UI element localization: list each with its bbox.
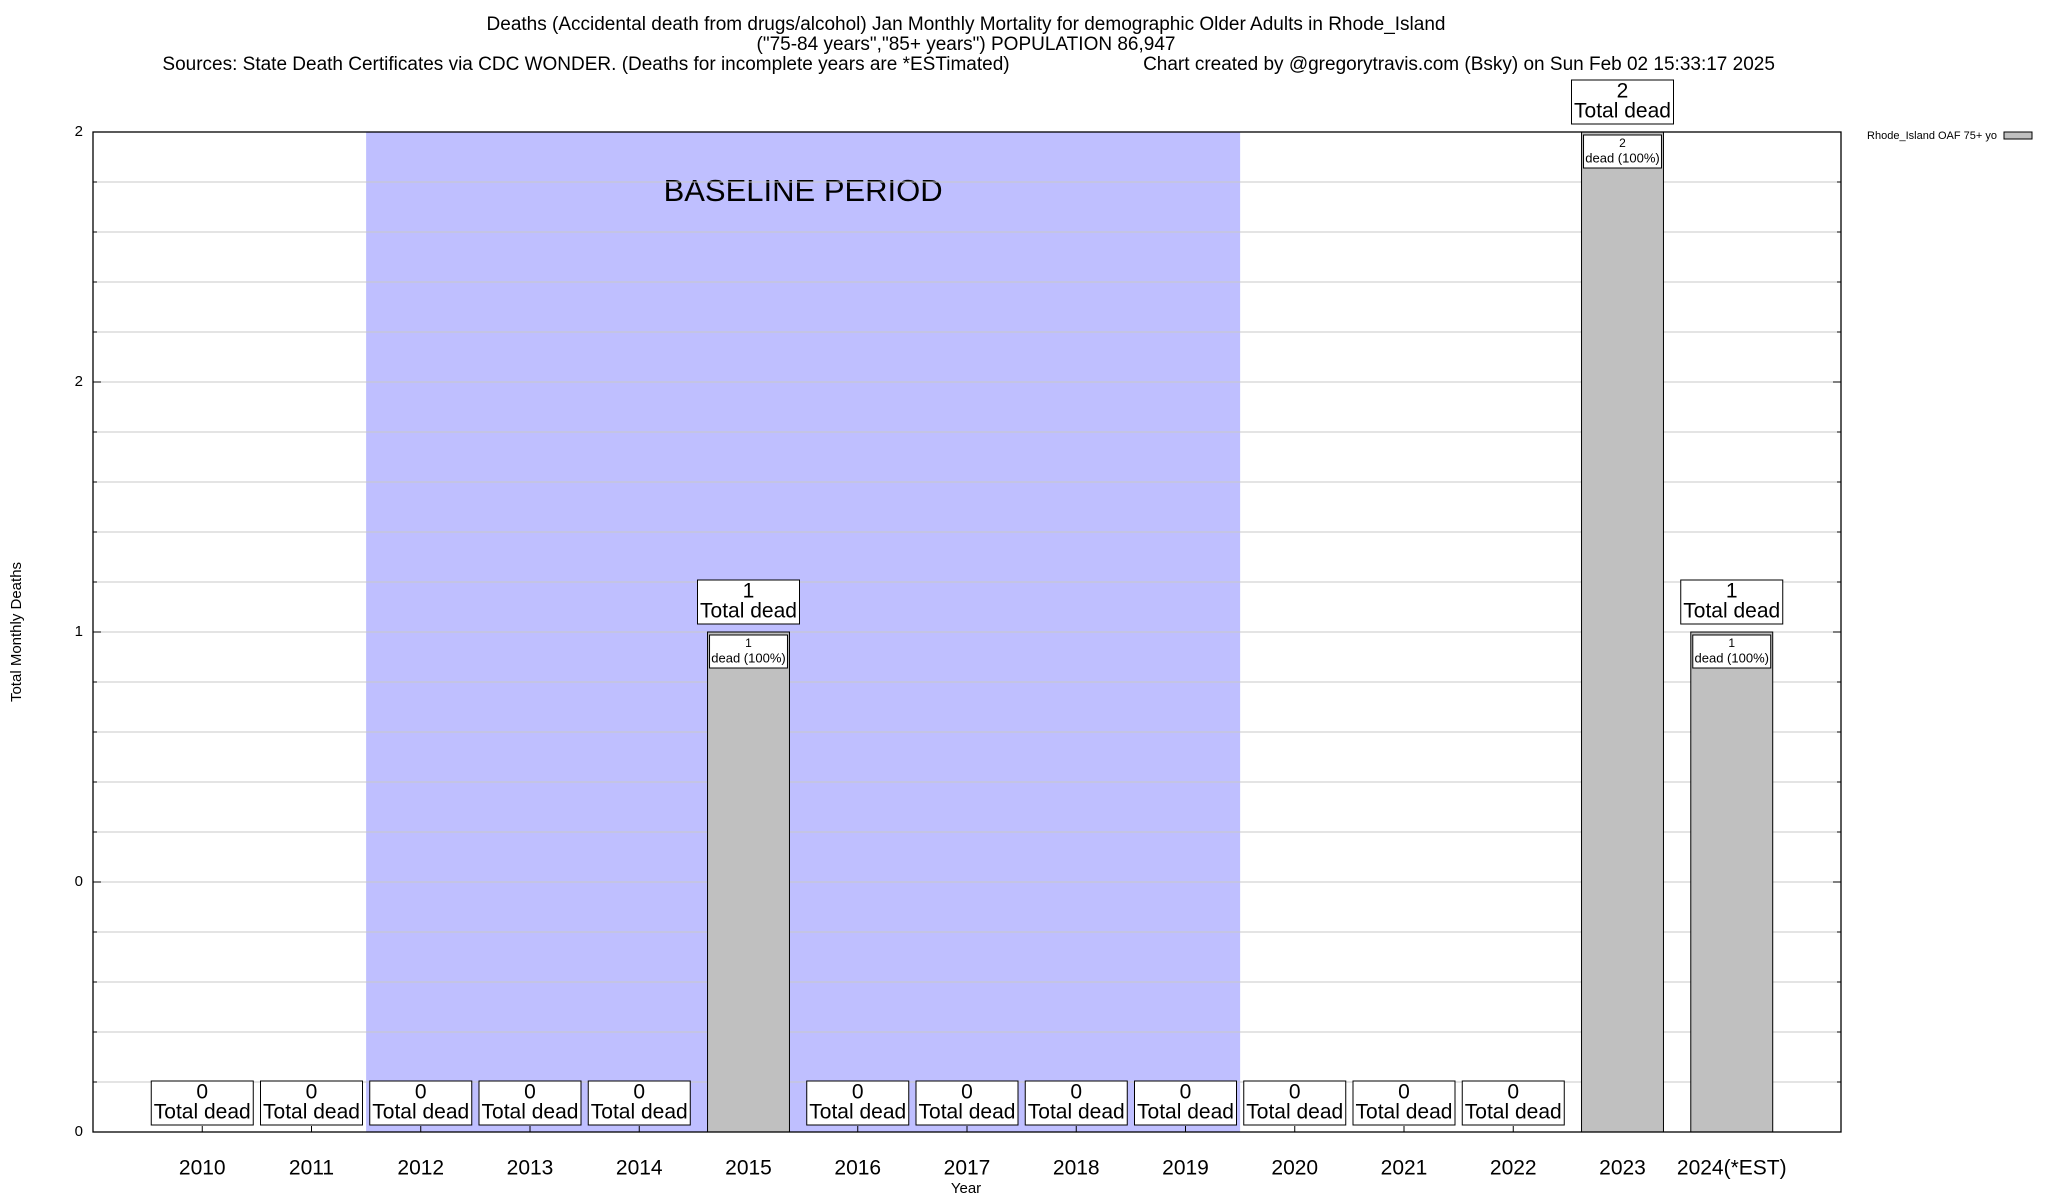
x-tick-label: 2014 [616,1157,663,1180]
total-label: Total dead [482,1101,579,1124]
total-label-box [150,1080,254,1126]
y-tick-label: 2 [75,123,83,140]
x-tick-label: 2019 [1162,1157,1209,1180]
y-tick-label: 0 [75,873,83,890]
total-label: Total dead [154,1101,251,1124]
total-label-value: 0 [415,1081,427,1104]
total-label: Total dead [1356,1101,1453,1124]
total-label: Total dead [1137,1101,1234,1124]
total-label: Total dead [919,1101,1016,1124]
x-tick-label: 2018 [1053,1157,1100,1180]
x-tick-label: 2015 [725,1157,772,1180]
total-label: Total dead [1028,1101,1125,1124]
total-label-value: 1 [743,580,755,603]
inner-label-box [709,634,788,669]
total-label-value: 0 [306,1081,318,1104]
total-label-box [1243,1080,1347,1126]
chart-title: Deaths (Accidental death from drugs/alco… [487,14,1446,35]
x-tick-label: 2010 [179,1157,226,1180]
total-label-value: 0 [1070,1081,1082,1104]
inner-label-box [1692,634,1772,669]
total-label-box [1134,1080,1237,1126]
total-label-box [369,1080,473,1126]
total-label-box [478,1080,582,1126]
inner-label-box [1583,134,1662,169]
total-label-box [587,1080,691,1126]
total-label: Total dead [1465,1101,1562,1124]
total-label-value: 1 [1726,580,1738,603]
total-label: Total dead [591,1101,688,1124]
total-label: Total dead [263,1101,360,1124]
y-tick-label: 2 [75,373,83,390]
inner-label: dead (100%) [1585,150,1659,165]
total-label-value: 0 [633,1081,645,1104]
total-label-box [806,1080,910,1126]
total-label-value: 0 [1398,1081,1410,1104]
y-tick-label: 0 [75,1123,83,1140]
total-label: Total dead [1683,600,1780,623]
total-label-value: 0 [524,1081,536,1104]
x-tick-label: 2023 [1599,1157,1646,1180]
x-tick-label: 2017 [944,1157,991,1180]
total-label-box [1461,1080,1565,1126]
baseline-label: BASELINE PERIOD [664,173,943,208]
x-tick-label: 2020 [1271,1157,1318,1180]
total-label-box [915,1080,1019,1126]
total-label-box [260,1080,363,1126]
total-label: Total dead [1246,1101,1343,1124]
inner-label-value: 2 [1619,136,1626,150]
inner-label-value: 1 [1728,636,1735,650]
total-label-box [1571,79,1674,125]
bar [707,631,790,1133]
total-label-value: 0 [1289,1081,1301,1104]
total-label: Total dead [1574,100,1671,123]
x-tick-label: 2013 [507,1157,554,1180]
plot-frame [92,131,1842,1133]
sources: Sources: State Death Certificates via CD… [162,54,1009,75]
legend-swatch [2003,131,2033,140]
total-label-box [697,579,800,625]
y-axis-label: Total Monthly Deaths [8,562,25,702]
inner-label: dead (100%) [1695,650,1769,665]
y-tick-label: 1 [75,623,83,640]
legend-label: Rhode_Island OAF 75+ yo [1867,130,1997,142]
total-label: Total dead [700,600,797,623]
chart-subtitle: ("75-84 years","85+ years") POPULATION 8… [757,34,1176,55]
bar [1581,131,1664,1133]
total-label: Total dead [372,1101,469,1124]
x-tick-label: 2021 [1381,1157,1428,1180]
total-label-value: 0 [852,1081,864,1104]
x-tick-label: 2016 [834,1157,881,1180]
total-label-value: 0 [961,1081,973,1104]
x-tick-label: 2012 [397,1157,444,1180]
credit: Chart created by @gregorytravis.com (Bsk… [1143,54,1775,75]
total-label-value: 0 [1507,1081,1519,1104]
total-label-box [1680,579,1784,625]
inner-label-value: 1 [745,636,752,650]
total-label-value: 2 [1617,80,1629,103]
x-tick-label: 2022 [1490,1157,1537,1180]
bar [1690,631,1774,1133]
x-tick-label: 2024(*EST) [1677,1157,1787,1180]
total-label-box [1352,1080,1456,1126]
total-label-value: 0 [1180,1081,1192,1104]
inner-label: dead (100%) [711,650,785,665]
total-label-box [1024,1080,1128,1126]
total-label: Total dead [809,1101,906,1124]
x-tick-label: 2011 [289,1157,334,1180]
total-label-value: 0 [196,1081,208,1104]
x-axis-label: Year [951,1180,981,1197]
